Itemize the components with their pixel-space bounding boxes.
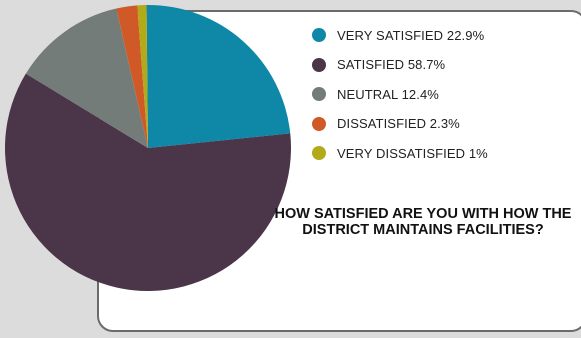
pie-slice-satisfied — [5, 73, 292, 291]
legend-item-neutral: NEUTRAL 12.4% — [312, 86, 488, 102]
legend: VERY SATISFIED 22.9% SATISFIED 58.7% NEUTR… — [312, 28, 488, 176]
legend-label: VERY SATISFIED 22.9% — [337, 27, 485, 43]
legend-swatch — [312, 57, 326, 72]
legend-label: SATISFIED 58.7% — [337, 57, 446, 72]
pie-slice-very-satisfied — [146, 5, 291, 149]
legend-swatch — [312, 87, 326, 101]
legend-swatch — [312, 146, 326, 160]
legend-label: NEUTRAL 12.4% — [337, 86, 439, 102]
legend-label: VERY DISSATISFIED 1% — [337, 145, 488, 161]
pie-slice-dissatisfied — [116, 5, 148, 149]
legend-swatch — [312, 28, 326, 42]
legend-item-dissatisfied: DISSATISFIED 2.3% — [312, 116, 488, 131]
legend-item-very-dissatisfied: VERY DISSATISFIED 1% — [312, 145, 488, 161]
pie-slice-very-dissatisfied — [137, 5, 148, 149]
legend-item-very-satisfied: VERY SATISFIED 22.9% — [312, 27, 488, 43]
legend-item-satisfied: SATISFIED 58.7% — [312, 57, 488, 72]
pie-slice-neutral — [25, 8, 148, 149]
chart-title: HOW SATISFIED ARE YOU WITH HOW THE DISTR… — [274, 206, 572, 238]
legend-label: DISSATISFIED 2.3% — [337, 116, 460, 131]
legend-swatch — [312, 116, 326, 131]
